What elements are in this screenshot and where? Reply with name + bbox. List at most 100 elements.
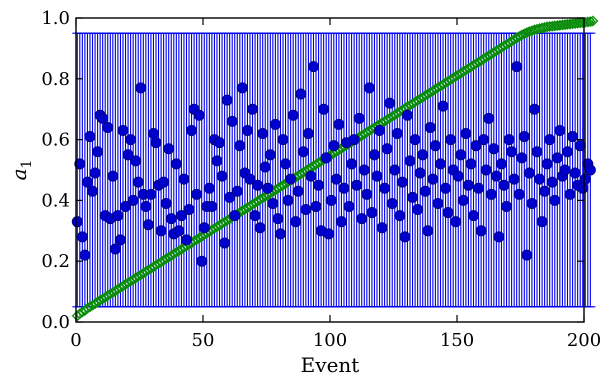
series-2-point — [158, 254, 170, 266]
series-1-point — [498, 179, 510, 191]
axis-ticks — [75, 17, 585, 323]
series-1-point — [114, 234, 126, 246]
series-1-point — [249, 210, 261, 222]
series-1-point — [92, 146, 104, 158]
series-2-point — [236, 205, 248, 217]
series-1-point — [74, 158, 86, 170]
series-1-point — [488, 143, 500, 155]
series-1-point — [353, 112, 365, 124]
series-1-point — [368, 149, 380, 161]
series-1-point — [71, 216, 83, 228]
series-2-point — [104, 288, 116, 300]
series-1-point — [221, 94, 233, 106]
series-2-point — [384, 112, 396, 124]
series-1-point — [84, 131, 96, 143]
series-1-point — [513, 188, 525, 200]
series-1-point — [432, 197, 444, 209]
series-2-point — [142, 264, 154, 276]
series-1-point — [302, 128, 314, 140]
series-1-point — [219, 237, 231, 249]
series-1-point — [328, 140, 340, 152]
series-1-point — [112, 210, 124, 222]
series-1-point — [511, 61, 523, 73]
series-1-point — [401, 109, 413, 121]
series-2-point — [216, 217, 228, 230]
series-1-point — [508, 173, 520, 185]
series-1-point — [554, 124, 566, 136]
series-1-point — [485, 188, 497, 200]
series-1-point — [170, 158, 182, 170]
y-tick-label: 1.0 — [41, 8, 70, 29]
series-1-point — [117, 124, 129, 136]
series-2-point — [470, 58, 482, 70]
series-2-point — [361, 126, 373, 138]
series-1-point — [419, 185, 431, 197]
series-2-point — [277, 179, 289, 191]
series-1-point — [516, 152, 528, 164]
series-1-point — [495, 158, 507, 170]
series-1-point — [216, 170, 228, 182]
y-tick-label: 0.2 — [41, 251, 70, 272]
series-2-point — [508, 34, 520, 46]
series-1-point — [501, 200, 513, 212]
series-1-point — [429, 140, 441, 152]
series-2-point — [488, 46, 500, 58]
series-1-point — [231, 185, 243, 197]
series-1-point — [381, 143, 393, 155]
series-2-point — [257, 192, 269, 204]
series-1-point — [539, 185, 551, 197]
series-1-point — [536, 216, 548, 228]
series-1-point — [272, 213, 284, 225]
series-1-point — [422, 225, 434, 237]
series-1-point — [409, 134, 421, 146]
series-2-point — [409, 96, 421, 108]
series-1-point — [145, 188, 157, 200]
series-1-point — [310, 200, 322, 212]
series-2-point — [191, 234, 203, 246]
series-1-point — [76, 231, 88, 243]
series-2-point — [391, 107, 403, 119]
series-1-point — [579, 173, 591, 185]
series-2-point — [81, 302, 93, 314]
y-tick-labels: 0.0 0.2 0.4 0.6 0.8 1.0 — [41, 8, 70, 333]
series-1-point — [351, 179, 363, 191]
series-2-point — [587, 15, 599, 27]
series-1-point — [356, 213, 368, 225]
series-1-point — [574, 140, 586, 152]
series-2-point — [295, 168, 307, 180]
series-1-point — [391, 128, 403, 140]
series-1-point — [358, 164, 370, 176]
series-1-point — [330, 173, 342, 185]
series-2-point — [419, 90, 431, 102]
series-1-point — [203, 182, 215, 194]
series-2-point — [160, 253, 172, 265]
series-1-point — [236, 82, 248, 94]
series-1-point — [584, 164, 596, 176]
series-1-point — [135, 82, 147, 94]
y-tick-label: 0.6 — [41, 130, 70, 151]
series-2-point — [432, 82, 444, 94]
series-1-point — [269, 118, 281, 130]
series-2-point — [460, 64, 472, 76]
x-tick-label: 50 — [192, 330, 215, 351]
series-1-point — [569, 167, 581, 179]
series-1-point — [259, 161, 271, 173]
y-tick-label: 0.8 — [41, 69, 70, 90]
series-1-point — [89, 167, 101, 179]
series-2-point — [584, 16, 596, 28]
series-1-point — [470, 140, 482, 152]
series-1-point — [155, 225, 167, 237]
series-1-point — [257, 128, 269, 140]
series-1-point — [465, 158, 477, 170]
series-1-point — [79, 249, 91, 261]
series-1-point — [567, 131, 579, 143]
series-2-point — [239, 203, 251, 215]
series-1-point — [363, 82, 375, 94]
series-1-point — [193, 109, 205, 121]
series-2-point — [170, 246, 182, 258]
series-2-point — [132, 270, 144, 282]
series-2-point — [480, 51, 492, 63]
series-2-point — [102, 290, 114, 302]
series-1-point — [102, 121, 114, 133]
series-1-point — [224, 191, 236, 203]
